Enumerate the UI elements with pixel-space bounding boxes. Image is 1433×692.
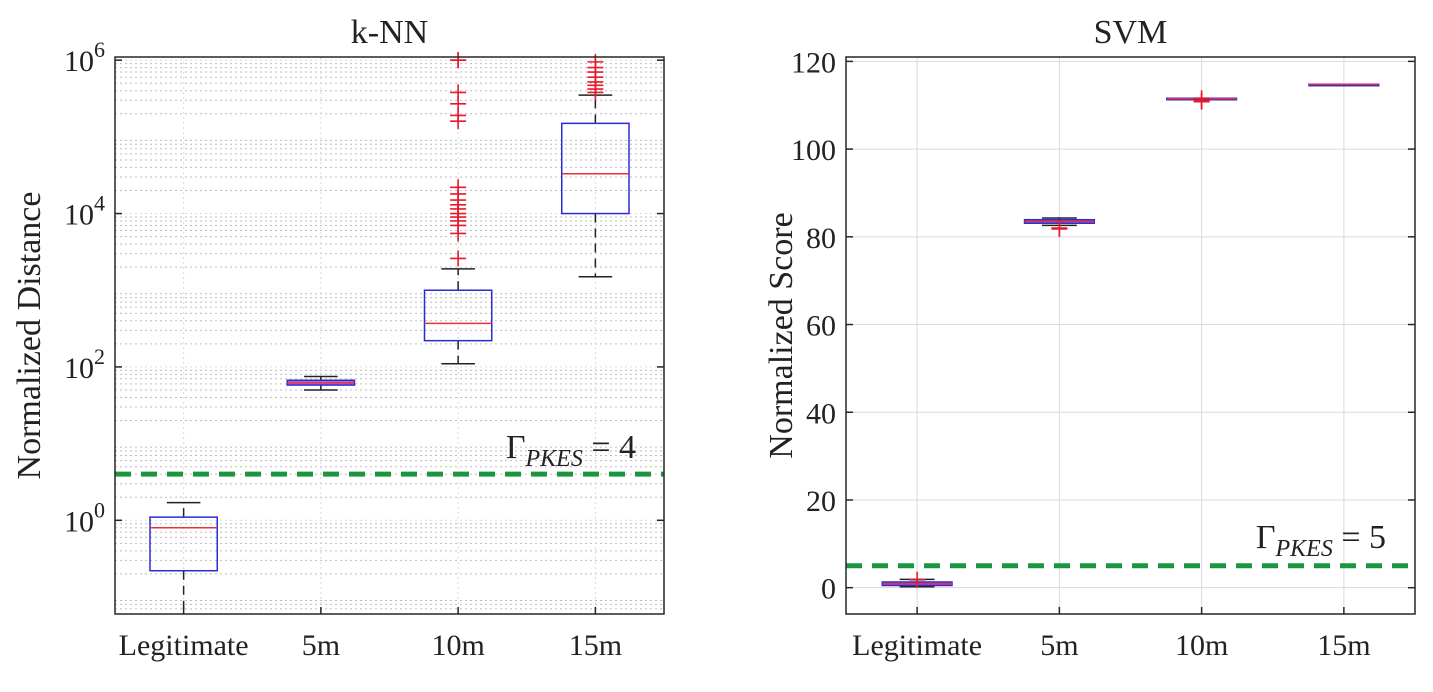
threshold-label: ΓPKES = 5: [1256, 519, 1386, 562]
y-axis-label: Normalized Distance: [11, 192, 48, 480]
box-legitimate: [881, 571, 953, 588]
y-tick-label: 80: [806, 222, 836, 255]
box-10m: [1166, 90, 1238, 110]
tick-exponent: 4: [94, 191, 105, 216]
iqr-box: [149, 516, 219, 572]
threshold-symbol: Γ: [506, 429, 526, 466]
x-tick-label: Legitimate: [852, 629, 982, 662]
box-15m: [1308, 83, 1380, 87]
x-tick-label: 5m: [302, 629, 340, 662]
threshold-label: ΓPKES = 4: [506, 429, 636, 472]
y-tick-label: 20: [806, 485, 836, 518]
x-tick-label: 15m: [1317, 629, 1370, 662]
threshold-subscript: PKES: [1274, 536, 1332, 562]
y-tick-label: 40: [806, 397, 836, 430]
chart-title: SVM: [1094, 14, 1168, 51]
y-tick-label: 100: [791, 134, 836, 167]
outlier-marker: [450, 250, 467, 267]
y-tick-label: 104: [64, 191, 105, 232]
outlier-marker: [450, 52, 467, 69]
threshold-value: = 4: [583, 429, 636, 466]
y-tick-label: 102: [64, 344, 105, 385]
tick-base: 10: [64, 505, 94, 538]
tick-exponent: 6: [94, 37, 105, 62]
svm-chart: ΓPKES = 5 0 20 40 60 80 100 120 Legitimate 5m 10m 1…: [763, 14, 1416, 662]
plot-area: [115, 57, 664, 614]
x-tick-label: 5m: [1040, 629, 1078, 662]
y-tick-label: 100: [64, 497, 105, 538]
outlier-marker: [909, 571, 926, 588]
x-tick-label: 10m: [1175, 629, 1228, 662]
box-10m: [423, 52, 493, 365]
outlier-marker: [1051, 220, 1068, 237]
tick-base: 10: [64, 352, 94, 385]
tick-base: 10: [64, 45, 94, 78]
y-tick-label: 60: [806, 310, 836, 343]
plot-area: [846, 57, 1415, 614]
y-axis-label: Normalized Score: [763, 212, 800, 458]
x-tick-label: 10m: [431, 629, 484, 662]
y-tick-label: 106: [64, 37, 105, 78]
chart-title: k-NN: [351, 14, 428, 51]
threshold-value: = 5: [1333, 519, 1386, 556]
box-legitimate: [149, 501, 219, 614]
outlier-marker: [450, 84, 467, 101]
grid: [115, 57, 664, 614]
y-tick-label: 120: [791, 46, 836, 79]
threshold-symbol: Γ: [1256, 519, 1276, 556]
box-15m: [560, 53, 630, 278]
grid: [846, 57, 1415, 614]
x-tick-label: 15m: [569, 629, 622, 662]
tick-exponent: 2: [94, 344, 105, 369]
iqr-box: [423, 289, 493, 342]
outlier-marker: [1193, 90, 1210, 107]
outlier-marker: [450, 179, 467, 196]
tick-exponent: 0: [94, 497, 105, 522]
axes-frame: [845, 56, 1416, 615]
iqr-box: [560, 122, 630, 215]
axes-frame: [114, 56, 665, 615]
y-tick-label: 0: [821, 573, 836, 606]
box-5m: [286, 375, 356, 391]
x-tick-label: Legitimate: [119, 629, 249, 662]
threshold-subscript: PKES: [524, 446, 582, 472]
box-5m: [1023, 217, 1095, 237]
tick-base: 10: [64, 199, 94, 232]
